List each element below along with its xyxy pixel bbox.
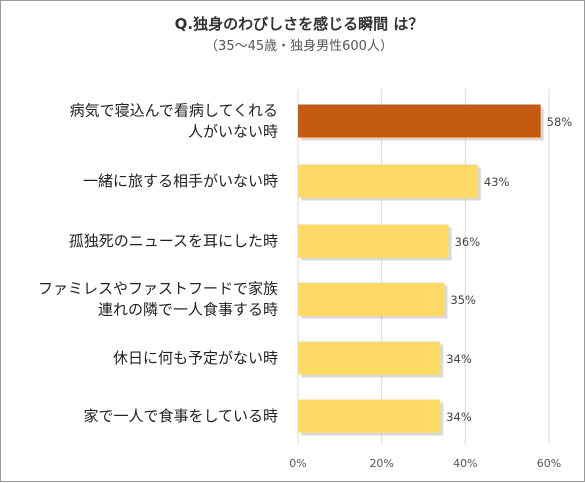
category-label: 家で一人で食事をしている時 xyxy=(83,407,278,425)
category-label: 休日に何も予定がない時 xyxy=(113,349,278,367)
category-label: 一緒に旅する相手がいない時 xyxy=(83,172,278,190)
bar xyxy=(298,400,440,433)
data-label: 58% xyxy=(547,115,573,129)
bar xyxy=(298,165,478,198)
x-tick-label: 60% xyxy=(537,457,561,470)
data-label: 34% xyxy=(446,410,472,424)
data-label: 43% xyxy=(484,175,510,189)
data-label: 34% xyxy=(446,352,472,366)
category-label: 連れの隣で一人食事する時 xyxy=(98,301,278,319)
category-label: ファミレスやファストフードで家族 xyxy=(38,280,278,298)
data-label: 35% xyxy=(450,293,476,307)
category-label: 人がいない時 xyxy=(188,123,278,141)
x-tick-label: 40% xyxy=(453,457,477,470)
data-label: 36% xyxy=(455,235,481,249)
bar xyxy=(298,105,541,138)
bar xyxy=(298,342,440,375)
chart-subtitle: （35～45歳・独身男性600人） xyxy=(205,38,393,54)
x-tick-label: 20% xyxy=(369,457,393,470)
category-label: 孤独死のニュースを耳にした時 xyxy=(69,232,278,250)
category-label: 病気で寝込んで看病してくれる xyxy=(70,102,278,120)
bar xyxy=(298,283,444,316)
x-tick-label: 0% xyxy=(289,457,306,470)
bar xyxy=(298,225,449,258)
chart-title: Q.独身のわびしさを感じる瞬間 は？ xyxy=(175,15,424,33)
